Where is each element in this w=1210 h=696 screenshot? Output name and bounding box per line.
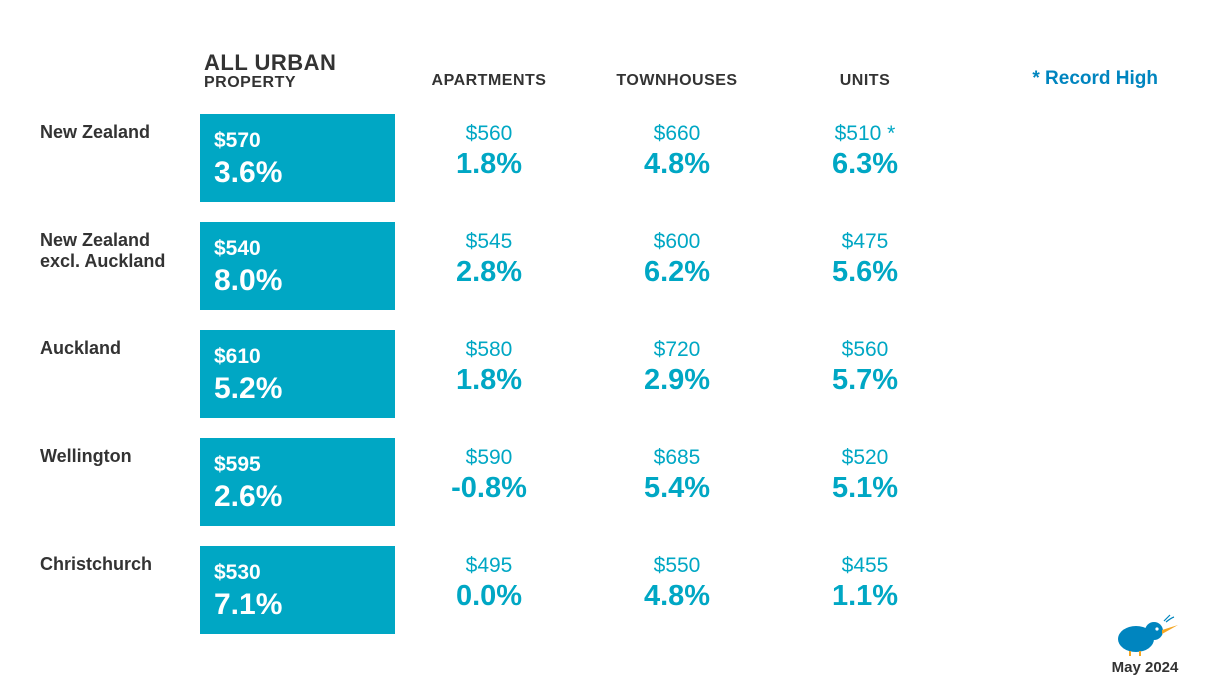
- value-cell: $5452.8%: [395, 222, 583, 310]
- urban-pct: 7.1%: [214, 588, 381, 621]
- value-price: $545: [395, 230, 583, 254]
- value-pct: 2.8%: [395, 256, 583, 289]
- urban-pct: 5.2%: [214, 372, 381, 405]
- row-label: New Zealand: [40, 114, 200, 202]
- table-row: New Zealand excl. Auckland $540 8.0% $5452.…: [40, 222, 1170, 310]
- urban-cell: $540 8.0%: [200, 222, 395, 310]
- value-pct: 4.8%: [583, 148, 771, 181]
- value-pct: 1.1%: [771, 580, 959, 613]
- value-cell: $590-0.8%: [395, 438, 583, 526]
- value-price: $520: [771, 446, 959, 470]
- row-label: New Zealand excl. Auckland: [40, 222, 200, 310]
- urban-cell: $610 5.2%: [200, 330, 395, 418]
- value-cell: $4755.6%: [771, 222, 959, 310]
- record-high-legend: * Record High: [959, 68, 1170, 94]
- value-pct: 2.9%: [583, 364, 771, 397]
- col-header-all-urban-line2: PROPERTY: [204, 74, 395, 92]
- urban-cell: $595 2.6%: [200, 438, 395, 526]
- row-label: Wellington: [40, 438, 200, 526]
- urban-pct: 3.6%: [214, 156, 381, 189]
- urban-pct: 8.0%: [214, 264, 381, 297]
- value-pct: 5.1%: [771, 472, 959, 505]
- value-pct: 6.3%: [771, 148, 959, 181]
- col-header-apartments: APARTMENTS: [395, 72, 583, 94]
- value-cell: $4551.1%: [771, 546, 959, 634]
- value-price: $600: [583, 230, 771, 254]
- urban-price: $595: [214, 453, 381, 476]
- value-price: $455: [771, 554, 959, 578]
- value-price: $720: [583, 338, 771, 362]
- value-price: $475: [771, 230, 959, 254]
- col-header-units: UNITS: [771, 72, 959, 94]
- value-price: $580: [395, 338, 583, 362]
- value-cell: $5205.1%: [771, 438, 959, 526]
- col-header-all-urban: ALL URBAN PROPERTY: [200, 50, 395, 94]
- urban-pct: 2.6%: [214, 480, 381, 513]
- row-label: Christchurch: [40, 546, 200, 634]
- value-cell: $6006.2%: [583, 222, 771, 310]
- value-price: $560: [395, 122, 583, 146]
- header-row: ALL URBAN PROPERTY APARTMENTS TOWNHOUSES…: [40, 34, 1170, 94]
- value-pct: 0.0%: [395, 580, 583, 613]
- value-price: $685: [583, 446, 771, 470]
- value-price: $590: [395, 446, 583, 470]
- table-row: Christchurch $530 7.1% $4950.0%$5504.8%$455…: [40, 546, 1170, 634]
- value-pct: 5.4%: [583, 472, 771, 505]
- col-header-all-urban-line1: ALL URBAN: [204, 50, 395, 76]
- urban-price: $570: [214, 129, 381, 152]
- value-pct: 1.8%: [395, 148, 583, 181]
- value-pct: 5.7%: [771, 364, 959, 397]
- value-cell: $510 *6.3%: [771, 114, 959, 202]
- value-cell: $5504.8%: [583, 546, 771, 634]
- table-row: New Zealand $570 3.6% $5601.8%$6604.8%$510 …: [40, 114, 1170, 202]
- value-cell: $5605.7%: [771, 330, 959, 418]
- table-row: Wellington $595 2.6% $590-0.8%$6855.4%$5205…: [40, 438, 1170, 526]
- value-cell: $4950.0%: [395, 546, 583, 634]
- table-row: Auckland $610 5.2% $5801.8%$7202.9%$5605.7%: [40, 330, 1170, 418]
- footer-date: May 2024: [1110, 659, 1180, 676]
- value-pct: 4.8%: [583, 580, 771, 613]
- urban-price: $610: [214, 345, 381, 368]
- urban-cell: $570 3.6%: [200, 114, 395, 202]
- value-price: $550: [583, 554, 771, 578]
- value-price: $510 *: [771, 122, 959, 146]
- bird-icon: [1110, 613, 1180, 657]
- value-price: $560: [771, 338, 959, 362]
- value-price: $660: [583, 122, 771, 146]
- value-cell: $6855.4%: [583, 438, 771, 526]
- value-cell: $7202.9%: [583, 330, 771, 418]
- rent-table: ALL URBAN PROPERTY APARTMENTS TOWNHOUSES…: [40, 34, 1170, 634]
- value-cell: $5601.8%: [395, 114, 583, 202]
- urban-price: $530: [214, 561, 381, 584]
- urban-cell: $530 7.1%: [200, 546, 395, 634]
- col-header-townhouses: TOWNHOUSES: [583, 72, 771, 94]
- value-pct: 5.6%: [771, 256, 959, 289]
- row-label: Auckland: [40, 330, 200, 418]
- value-cell: $5801.8%: [395, 330, 583, 418]
- footer: May 2024: [1110, 613, 1180, 676]
- value-pct: 1.8%: [395, 364, 583, 397]
- value-cell: $6604.8%: [583, 114, 771, 202]
- value-pct: -0.8%: [395, 472, 583, 505]
- urban-price: $540: [214, 237, 381, 260]
- value-price: $495: [395, 554, 583, 578]
- value-pct: 6.2%: [583, 256, 771, 289]
